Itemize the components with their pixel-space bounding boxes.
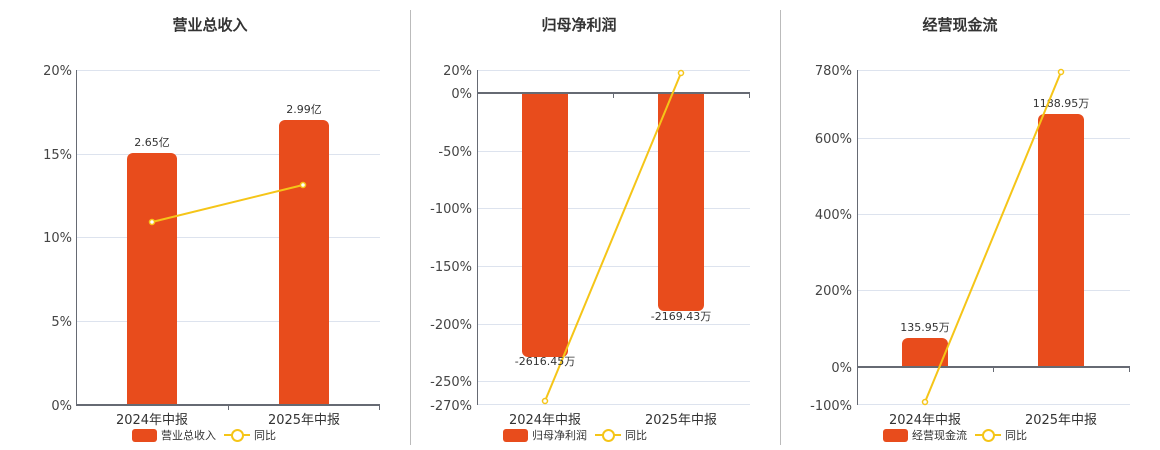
svg-text:5%: 5% — [51, 315, 72, 330]
legend-bar-swatch[interactable] — [132, 428, 157, 442]
svg-text:20%: 20% — [443, 64, 472, 79]
chart-plot: 20% 15% 10% 5% 0% 2.65亿 2.99亿 2024年中报 20… — [43, 64, 380, 428]
svg-text:-200%: -200% — [430, 318, 472, 333]
svg-text:10%: 10% — [43, 231, 72, 246]
chart-plot: 20% 0% -50% -100% -150% -200% -250% -270… — [430, 64, 750, 428]
svg-text:2.99亿: 2.99亿 — [286, 103, 322, 116]
svg-text:2025年中报: 2025年中报 — [1025, 413, 1097, 428]
svg-text:-2616.45万: -2616.45万 — [515, 355, 575, 368]
svg-text:135.95万: 135.95万 — [900, 321, 950, 334]
bar-2025[interactable] — [1038, 114, 1084, 367]
legend-bar-label[interactable]: 归母净利润 — [532, 429, 587, 442]
chart-panel-net-profit: 归母净利润 20% 0% -50% -100% -150% -200% -250… — [430, 16, 750, 443]
bar-2025[interactable] — [658, 93, 704, 311]
svg-text:780%: 780% — [815, 64, 852, 79]
svg-text:2025年中报: 2025年中报 — [645, 413, 717, 428]
legend-line-icon[interactable] — [224, 428, 250, 442]
line-point[interactable] — [921, 398, 929, 406]
svg-text:0%: 0% — [831, 361, 852, 376]
svg-text:600%: 600% — [815, 132, 852, 147]
chart-title: 经营现金流 — [922, 16, 998, 34]
divider — [410, 10, 411, 445]
legend-bar-swatch[interactable] — [883, 428, 908, 442]
svg-text:-100%: -100% — [430, 202, 472, 217]
legend-line-label[interactable]: 同比 — [1005, 429, 1027, 442]
svg-text:2024年中报: 2024年中报 — [889, 413, 961, 428]
bar-2024[interactable] — [127, 153, 177, 405]
svg-text:-50%: -50% — [438, 145, 472, 160]
svg-text:15%: 15% — [43, 148, 72, 163]
chart-panel-revenue: 营业总收入 20% 15% 10% 5% 0% 2.65亿 2.99亿 2024… — [0, 0, 400, 450]
svg-text:-150%: -150% — [430, 260, 472, 275]
svg-text:-2169.43万: -2169.43万 — [651, 310, 711, 323]
svg-text:200%: 200% — [815, 284, 852, 299]
legend-line-icon[interactable] — [975, 428, 1001, 442]
chart-title: 归母净利润 — [541, 16, 617, 34]
divider — [780, 10, 781, 445]
svg-text:400%: 400% — [815, 208, 852, 223]
svg-text:2024年中报: 2024年中报 — [509, 413, 581, 428]
legend: 营业总收入 同比 — [132, 427, 276, 443]
line-point[interactable] — [299, 181, 307, 189]
line-point[interactable] — [1057, 68, 1065, 76]
legend: 经营现金流 同比 — [883, 427, 1027, 443]
svg-text:0%: 0% — [451, 87, 472, 102]
line-point[interactable] — [677, 69, 685, 77]
svg-text:-100%: -100% — [810, 399, 852, 414]
legend-line-icon[interactable] — [595, 428, 621, 442]
chart-title: 营业总收入 — [172, 16, 248, 34]
svg-text:0%: 0% — [51, 399, 72, 414]
svg-text:-250%: -250% — [430, 375, 472, 390]
bar-2025[interactable] — [279, 120, 329, 405]
line-point[interactable] — [148, 218, 156, 226]
legend-line-label[interactable]: 同比 — [625, 429, 647, 442]
legend: 归母净利润 同比 — [503, 427, 647, 443]
legend-bar-label[interactable]: 营业总收入 — [161, 429, 216, 442]
svg-text:2025年中报: 2025年中报 — [268, 413, 340, 428]
svg-text:2024年中报: 2024年中报 — [116, 413, 188, 428]
svg-text:1188.95万: 1188.95万 — [1033, 97, 1090, 110]
svg-text:20%: 20% — [43, 64, 72, 79]
bar-2024[interactable] — [522, 93, 568, 357]
legend-bar-swatch[interactable] — [503, 428, 528, 442]
line-point[interactable] — [541, 397, 549, 405]
legend-line-label[interactable]: 同比 — [254, 429, 276, 442]
svg-text:-270%: -270% — [430, 399, 472, 414]
svg-text:2.65亿: 2.65亿 — [134, 136, 170, 149]
legend-bar-label[interactable]: 经营现金流 — [912, 429, 967, 442]
